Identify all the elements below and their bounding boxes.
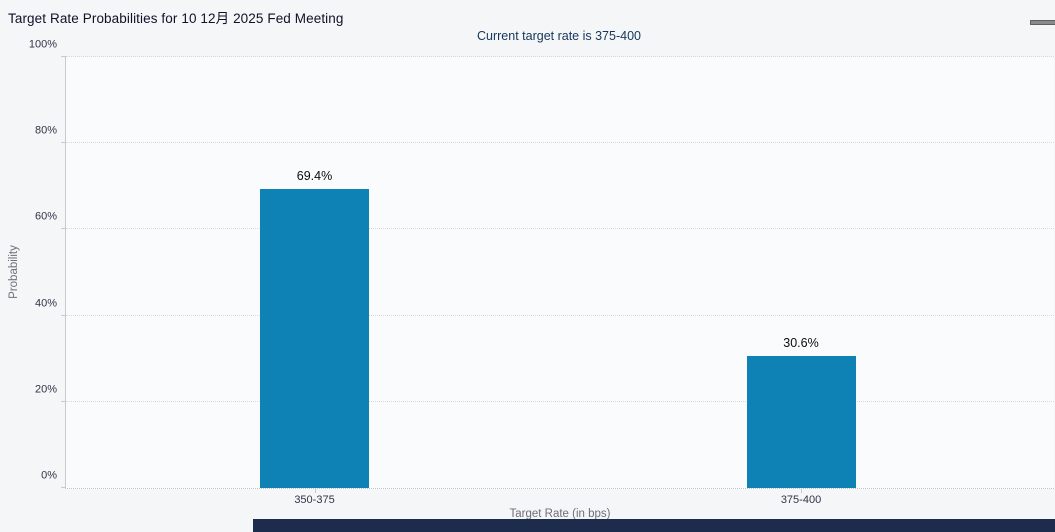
y-tick-label: 100%: [28, 38, 57, 51]
gridline-80: [66, 142, 1054, 144]
y-tick-label: 80%: [34, 124, 57, 137]
y-tick-label: 0%: [41, 469, 57, 482]
probability-bar-350-375[interactable]: [260, 188, 369, 488]
gridline-100: [66, 56, 1054, 57]
horizontal-scrollbar-thumb[interactable]: [253, 519, 1055, 532]
x-tick-mark: [314, 488, 316, 493]
y-tick-mark: [61, 56, 66, 57]
y-tick-mark: [61, 142, 66, 144]
y-tick-label: 60%: [34, 210, 57, 223]
probability-bar-375-400[interactable]: [746, 356, 856, 488]
x-tick-label: 375-400: [780, 494, 822, 506]
gridline-40: [66, 314, 1054, 316]
x-tick-mark: [801, 488, 802, 493]
gridline-60: [66, 228, 1054, 230]
bar-value-label: 69.4%: [296, 168, 333, 183]
y-tick-mark: [61, 487, 66, 488]
bar-value-label: 30.6%: [783, 336, 819, 351]
y-tick-mark: [61, 400, 66, 402]
x-tick-label: 350-375: [294, 494, 335, 506]
y-axis-title: Probability: [8, 245, 20, 299]
y-tick-label: 20%: [34, 383, 57, 396]
y-tick-mark: [61, 314, 66, 316]
gridline-20: [66, 400, 1054, 402]
chart-title: Target Rate Probabilities for 10 12月 202…: [8, 11, 344, 26]
y-tick-mark: [61, 228, 66, 230]
plot-area: Target Rate (in bps) 0% 20% 40% 60% 80% 100% 6…: [29, 38, 1054, 520]
y-tick-label: 40%: [34, 297, 57, 310]
chart-subtitle: Current target rate is 375-400: [477, 29, 641, 43]
hamburger-menu-icon[interactable]: [1030, 9, 1055, 26]
hamburger-bar: [1030, 20, 1055, 25]
x-axis-title: Target Rate (in bps): [509, 508, 611, 520]
